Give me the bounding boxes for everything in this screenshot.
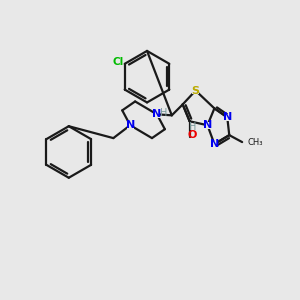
Text: N: N <box>126 120 135 130</box>
Text: N: N <box>223 112 232 122</box>
FancyBboxPatch shape <box>192 87 199 94</box>
FancyBboxPatch shape <box>204 122 211 129</box>
FancyBboxPatch shape <box>127 122 134 129</box>
Text: H: H <box>189 122 196 132</box>
Text: CH₃: CH₃ <box>247 138 262 147</box>
FancyBboxPatch shape <box>224 114 231 121</box>
Text: H: H <box>160 108 168 118</box>
FancyBboxPatch shape <box>211 141 218 147</box>
FancyBboxPatch shape <box>115 59 121 65</box>
Text: O: O <box>188 130 197 140</box>
Text: N: N <box>210 139 219 149</box>
Text: Cl: Cl <box>112 57 123 67</box>
Text: N: N <box>203 120 212 130</box>
Text: S: S <box>192 85 200 96</box>
FancyBboxPatch shape <box>154 111 160 118</box>
Text: N: N <box>152 109 162 119</box>
